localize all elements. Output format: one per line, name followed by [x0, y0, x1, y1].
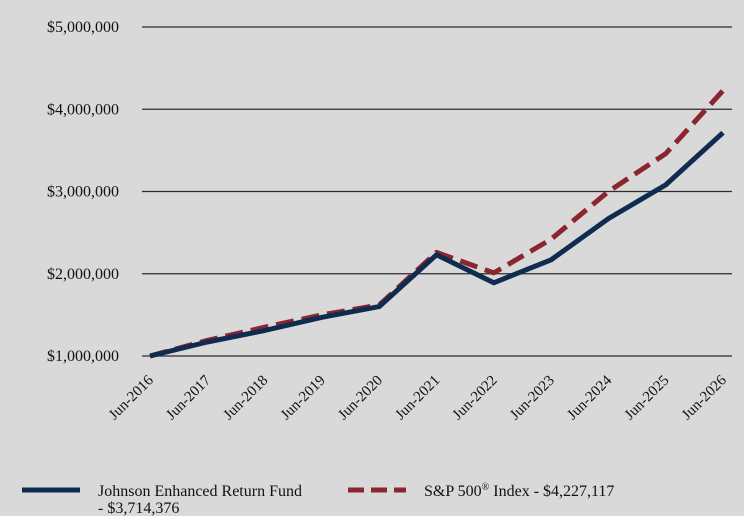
x-tick-label: Jun-2026 — [679, 372, 730, 423]
legend-label-fund: Johnson Enhanced Return Fund - $3,714,37… — [98, 483, 306, 516]
y-tick-label: $2,000,000 — [47, 266, 119, 283]
x-tick-label: Jun-2018 — [221, 373, 272, 424]
x-tick-label: Jun-2019 — [278, 373, 329, 424]
x-tick-label: Jun-2016 — [106, 372, 157, 423]
series-line-fund — [149, 130, 725, 359]
legend-label-index: S&P 500® Index - $4,227,117 — [424, 482, 614, 500]
legend-label-index-rest: Index - $4,227,117 — [489, 483, 614, 500]
y-tick-label: $4,000,000 — [47, 101, 119, 118]
x-tick-label: Jun-2023 — [507, 373, 558, 424]
legend-label-fund-line2: - $3,714,376 — [98, 500, 179, 516]
x-tick-label: Jun-2021 — [393, 373, 444, 424]
series-lines — [149, 88, 725, 359]
x-tick-label: Jun-2024 — [564, 372, 615, 423]
x-tick-label: Jun-2020 — [335, 373, 386, 424]
series-line-index — [149, 88, 725, 359]
y-tick-label: $5,000,000 — [47, 19, 119, 36]
legend-label-index-sup: ® — [482, 482, 490, 493]
x-axis-ticks: Jun-2016 Jun-2017 Jun-2018 Jun-2019 Jun-2020… — [106, 372, 730, 423]
x-tick-label: Jun-2022 — [450, 373, 501, 424]
legend-label-fund-line1: Johnson Enhanced Return Fund — [98, 483, 302, 500]
legend-label-index-main: S&P 500 — [424, 483, 482, 500]
x-tick-label: Jun-2025 — [622, 373, 673, 424]
y-axis-ticks: $1,000,000 $2,000,000 $3,000,000 $4,000,000… — [47, 19, 119, 365]
legend: Johnson Enhanced Return Fund - $3,714,37… — [22, 482, 614, 516]
x-tick-label: Jun-2017 — [163, 372, 214, 423]
gridlines — [142, 26, 732, 357]
y-tick-label: $1,000,000 — [47, 348, 119, 365]
y-tick-label: $3,000,000 — [47, 184, 119, 201]
